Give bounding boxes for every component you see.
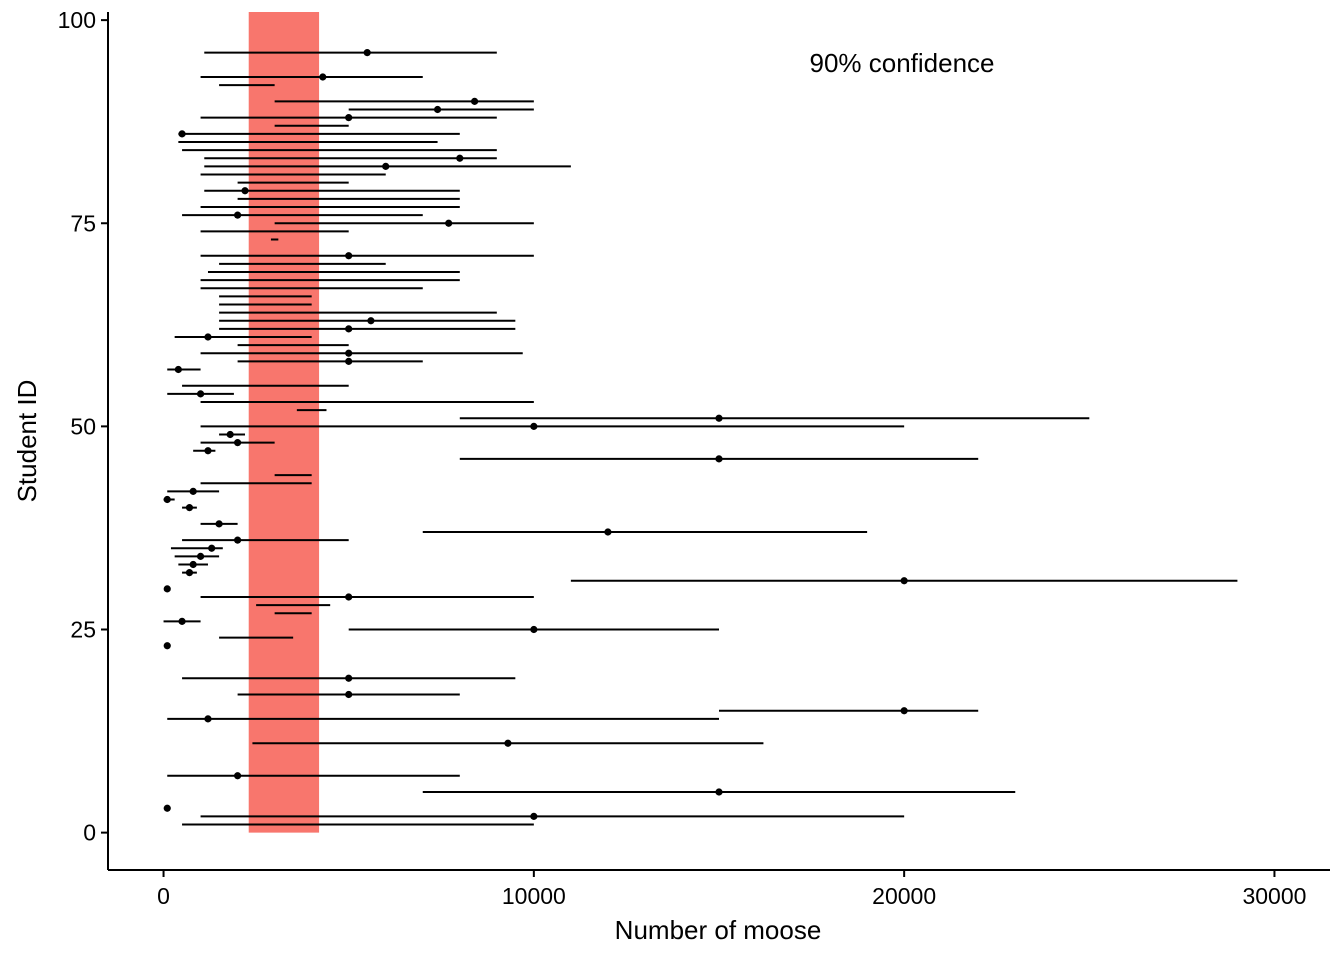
estimate-point bbox=[367, 317, 375, 325]
confidence-annotation: 90% confidence bbox=[809, 48, 994, 78]
estimate-point bbox=[363, 49, 371, 57]
y-tick-label: 100 bbox=[58, 7, 96, 33]
estimate-point bbox=[345, 114, 353, 122]
estimate-point bbox=[433, 105, 442, 114]
y-tick-label: 25 bbox=[70, 617, 96, 643]
estimate-point bbox=[471, 97, 479, 105]
y-tick-label: 75 bbox=[70, 210, 96, 236]
x-tick-label: 0 bbox=[157, 883, 170, 909]
estimate-point bbox=[234, 439, 242, 447]
y-axis-title: Student ID bbox=[12, 380, 42, 503]
estimate-point bbox=[226, 430, 234, 439]
estimate-point bbox=[163, 495, 171, 504]
estimate-point bbox=[345, 593, 353, 601]
x-axis-title: Number of moose bbox=[615, 915, 822, 945]
estimate-point bbox=[178, 617, 186, 625]
estimate-point bbox=[345, 252, 353, 260]
estimate-point bbox=[196, 552, 205, 560]
estimate-point bbox=[345, 349, 353, 357]
estimate-point bbox=[234, 211, 242, 219]
interval-layer bbox=[163, 51, 1238, 826]
estimate-point bbox=[185, 504, 194, 512]
estimate-point bbox=[208, 544, 216, 552]
estimate-point bbox=[530, 812, 538, 820]
estimate-point bbox=[163, 585, 171, 593]
estimate-point bbox=[215, 520, 223, 528]
x-tick-label: 10000 bbox=[502, 883, 566, 909]
estimate-point bbox=[456, 154, 464, 162]
confidence-band-layer bbox=[248, 12, 320, 833]
estimate-point bbox=[530, 625, 538, 634]
confidence-band bbox=[248, 12, 320, 833]
estimate-point bbox=[189, 487, 197, 495]
estimate-point bbox=[382, 162, 390, 170]
x-tick-label: 30000 bbox=[1242, 883, 1306, 909]
y-tick-label: 0 bbox=[83, 820, 96, 846]
estimate-point bbox=[715, 788, 723, 796]
estimate-point bbox=[174, 365, 182, 374]
estimate-point bbox=[445, 219, 453, 227]
estimate-point bbox=[204, 447, 212, 455]
estimate-point bbox=[715, 414, 723, 422]
estimate-point bbox=[178, 130, 186, 138]
estimate-point bbox=[604, 528, 612, 536]
y-tick-label: 50 bbox=[70, 413, 96, 439]
estimate-point bbox=[345, 325, 353, 333]
estimate-point bbox=[185, 569, 194, 577]
estimate-point bbox=[234, 772, 242, 780]
estimate-point bbox=[345, 357, 353, 365]
estimate-point bbox=[196, 390, 205, 398]
estimate-point bbox=[345, 690, 353, 699]
estimate-point bbox=[345, 674, 353, 682]
estimate-point bbox=[241, 187, 249, 195]
estimate-point bbox=[715, 455, 723, 463]
estimate-point bbox=[204, 715, 212, 723]
estimate-point bbox=[319, 73, 327, 81]
estimate-point bbox=[163, 804, 171, 812]
estimate-point bbox=[189, 560, 197, 569]
estimate-point bbox=[163, 642, 171, 650]
point-layer bbox=[163, 49, 908, 820]
estimate-point bbox=[234, 536, 242, 544]
estimate-point bbox=[204, 333, 212, 341]
axes: 0 25 50 75 100 0 10000 20000 30000 bbox=[58, 7, 1330, 909]
estimate-point bbox=[900, 577, 908, 585]
estimate-point bbox=[530, 422, 538, 430]
x-tick-label: 20000 bbox=[872, 883, 936, 909]
estimate-point bbox=[900, 707, 908, 715]
estimate-point bbox=[504, 739, 512, 747]
